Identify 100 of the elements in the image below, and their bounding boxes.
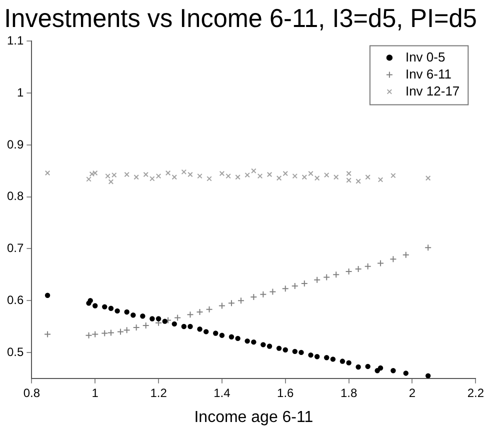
point <box>345 268 352 276</box>
point <box>88 298 93 304</box>
x-tick-label: 1.2 <box>150 386 168 400</box>
y-tick-label: 1.1 <box>6 34 24 48</box>
point <box>298 350 304 356</box>
point <box>269 288 276 296</box>
point <box>219 170 225 176</box>
x-tick-label: 2 <box>408 386 416 400</box>
point <box>332 271 340 278</box>
x-tick-label: 1.4 <box>214 386 231 400</box>
point <box>174 314 182 322</box>
point <box>196 308 204 316</box>
legend-label: Inv 0-5 <box>405 49 446 64</box>
point <box>188 324 193 330</box>
point <box>181 324 187 330</box>
point <box>150 316 155 322</box>
point <box>124 309 130 315</box>
point <box>108 306 114 311</box>
point <box>105 173 110 179</box>
point <box>308 170 314 176</box>
point <box>235 336 240 342</box>
point <box>92 170 98 176</box>
point <box>378 365 384 371</box>
point <box>101 330 108 337</box>
point <box>402 251 410 258</box>
point <box>365 364 370 370</box>
point <box>424 244 432 252</box>
point <box>330 356 336 362</box>
point <box>181 169 187 175</box>
x-tick-label: 2.2 <box>467 386 484 400</box>
point <box>251 339 256 345</box>
x-tick-label: 1.8 <box>340 386 358 400</box>
point <box>44 330 52 338</box>
point <box>340 358 346 364</box>
point <box>260 342 266 348</box>
point <box>102 304 108 310</box>
point <box>354 265 362 272</box>
point <box>260 290 267 298</box>
x-tick-label: 1.6 <box>277 386 294 400</box>
y-tick-label: 1 <box>16 85 24 100</box>
point <box>140 314 146 319</box>
point <box>324 172 330 178</box>
point <box>108 179 114 184</box>
legend-label: Inv 6-11 <box>405 66 452 82</box>
point <box>276 346 282 351</box>
point <box>292 348 298 354</box>
point <box>257 173 263 179</box>
x-tick-label: 0.8 <box>23 386 40 400</box>
legend-label: Inv 12-17 <box>405 83 460 98</box>
point <box>172 321 177 327</box>
chart-title: Investments vs Income 6-11, I3=d5, PI=d5 <box>4 4 477 33</box>
point <box>86 176 92 182</box>
point <box>124 172 130 178</box>
point <box>300 280 308 287</box>
y-tick-label: 0.8 <box>6 189 24 204</box>
point <box>346 360 352 366</box>
point <box>244 172 250 178</box>
point <box>314 176 320 181</box>
point <box>282 285 289 292</box>
point <box>162 318 168 324</box>
y-tick-label: 0.7 <box>6 241 24 256</box>
point <box>112 172 117 178</box>
point <box>92 303 98 308</box>
point <box>378 177 384 182</box>
point <box>276 176 282 181</box>
point <box>213 330 218 336</box>
point <box>219 332 225 338</box>
point <box>314 354 320 360</box>
point <box>123 326 130 334</box>
point <box>188 172 193 178</box>
point <box>228 334 234 340</box>
point <box>156 316 162 322</box>
x-tick-label: 1 <box>92 386 99 400</box>
point <box>244 338 250 344</box>
point <box>390 256 397 263</box>
point <box>235 174 240 180</box>
point <box>218 302 226 310</box>
point <box>250 293 258 300</box>
point <box>132 324 140 332</box>
point <box>390 368 396 374</box>
point <box>425 176 431 181</box>
point <box>44 292 50 298</box>
point <box>206 176 212 182</box>
point <box>356 364 361 370</box>
y-tick-label: 0.6 <box>6 292 24 307</box>
point <box>107 329 114 336</box>
point <box>266 344 272 349</box>
point <box>172 174 178 180</box>
point <box>165 170 171 176</box>
point <box>323 274 330 281</box>
point <box>206 306 213 313</box>
point <box>365 174 370 180</box>
point <box>143 172 148 178</box>
point <box>314 276 321 284</box>
point <box>403 370 408 376</box>
point <box>142 322 150 329</box>
point <box>324 355 330 360</box>
point <box>308 352 314 358</box>
point <box>292 173 298 179</box>
point <box>204 329 209 334</box>
